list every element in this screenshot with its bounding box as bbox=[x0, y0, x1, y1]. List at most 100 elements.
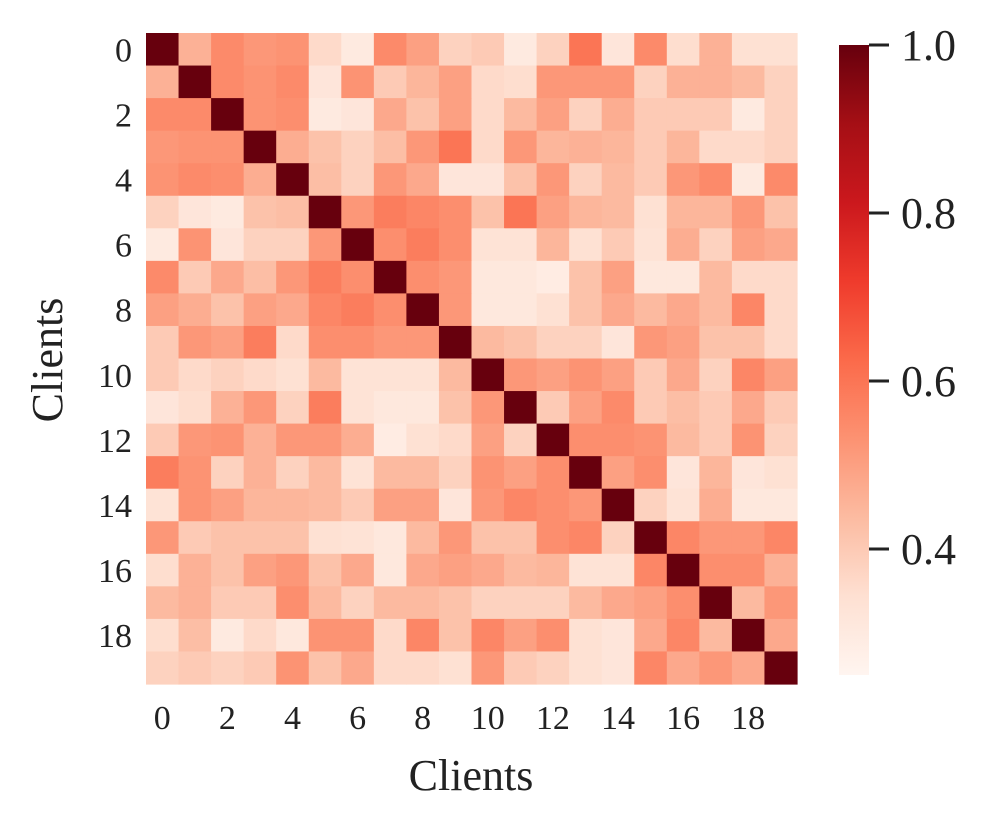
heatmap-cell-18-14 bbox=[601, 618, 635, 653]
heatmap-cell-11-15 bbox=[634, 391, 668, 425]
heatmap-cell-4-14 bbox=[601, 163, 635, 197]
heatmap-cell-15-4 bbox=[276, 521, 310, 555]
heatmap-cell-5-6 bbox=[341, 195, 375, 229]
heatmap-cell-1-16 bbox=[666, 65, 700, 99]
heatmap-cell-12-8 bbox=[406, 423, 440, 457]
heatmap-cell-11-2 bbox=[211, 391, 245, 425]
heatmap-cell-8-1 bbox=[178, 293, 212, 327]
heatmap-cell-14-14 bbox=[601, 488, 635, 522]
heatmap-cell-11-4 bbox=[276, 391, 310, 425]
heatmap-cell-14-6 bbox=[341, 488, 375, 522]
heatmap-cell-13-18 bbox=[731, 456, 766, 490]
heatmap-cell-10-12 bbox=[536, 358, 570, 392]
heatmap-cell-12-2 bbox=[211, 423, 245, 457]
heatmap-cell-0-7 bbox=[373, 33, 407, 67]
heatmap-cell-17-18 bbox=[731, 586, 766, 620]
heatmap-cell-14-15 bbox=[634, 488, 668, 522]
heatmap-cell-14-10 bbox=[471, 488, 505, 522]
heatmap-cell-17-13 bbox=[569, 586, 603, 620]
heatmap-cell-3-16 bbox=[666, 130, 700, 164]
heatmap-cell-9-18 bbox=[731, 325, 766, 360]
heatmap-cell-19-4 bbox=[276, 651, 310, 685]
heatmap-cell-0-15 bbox=[634, 33, 668, 67]
heatmap-cell-10-11 bbox=[504, 358, 538, 392]
heatmap-cell-3-8 bbox=[406, 130, 440, 164]
heatmap-cell-12-17 bbox=[699, 423, 733, 457]
colorbar-tick-label-0.8: 0.8 bbox=[901, 189, 956, 238]
heatmap-cell-1-4 bbox=[276, 65, 310, 99]
colorbar-tick-label-0.6: 0.6 bbox=[901, 357, 956, 406]
heatmap-cell-2-17 bbox=[699, 98, 733, 132]
heatmap-cell-2-2 bbox=[211, 98, 245, 132]
heatmap-cell-17-14 bbox=[601, 586, 635, 620]
heatmap-cell-13-15 bbox=[634, 456, 668, 490]
heatmap-cell-14-13 bbox=[569, 488, 603, 522]
heatmap-cell-1-19 bbox=[764, 65, 798, 99]
heatmap-cell-2-4 bbox=[276, 98, 310, 132]
heatmap-cell-18-10 bbox=[471, 618, 505, 653]
heatmap-cell-19-3 bbox=[243, 651, 277, 685]
heatmap-cell-14-12 bbox=[536, 488, 570, 522]
heatmap-cell-1-5 bbox=[308, 65, 342, 99]
heatmap-cell-5-16 bbox=[666, 195, 700, 229]
heatmap-cell-13-10 bbox=[471, 456, 505, 490]
heatmap-cell-7-12 bbox=[536, 260, 570, 294]
heatmap-cell-3-18 bbox=[731, 130, 766, 164]
heatmap-cell-9-16 bbox=[666, 325, 700, 360]
x-tick-label-4: 4 bbox=[284, 700, 301, 737]
heatmap-cell-1-9 bbox=[438, 65, 473, 99]
heatmap-cell-16-9 bbox=[438, 553, 473, 587]
heatmap-cell-16-7 bbox=[373, 553, 407, 587]
heatmap-cell-16-13 bbox=[569, 553, 603, 587]
heatmap-cell-0-2 bbox=[211, 33, 245, 67]
heatmap-cell-3-14 bbox=[601, 130, 635, 164]
heatmap-cell-1-6 bbox=[341, 65, 375, 99]
heatmap-cell-15-18 bbox=[731, 521, 766, 555]
heatmap-cell-17-3 bbox=[243, 586, 277, 620]
heatmap-cell-16-1 bbox=[178, 553, 212, 587]
x-tick-label-0: 0 bbox=[154, 700, 171, 737]
heatmap-cell-4-18 bbox=[731, 163, 766, 197]
heatmap-cell-13-16 bbox=[666, 456, 700, 490]
heatmap-cell-7-3 bbox=[243, 260, 277, 294]
x-axis-ticks: 0 2 4 6 8 10 12 14 16 18 bbox=[154, 700, 765, 737]
heatmap-cell-17-7 bbox=[373, 586, 407, 620]
heatmap-cell-1-15 bbox=[634, 65, 668, 99]
heatmap-cell-19-18 bbox=[731, 651, 766, 685]
y-tick-label-2: 2 bbox=[115, 97, 132, 134]
heatmap-cell-6-17 bbox=[699, 228, 733, 262]
heatmap-cell-5-17 bbox=[699, 195, 733, 229]
heatmap-cell-17-5 bbox=[308, 586, 342, 620]
heatmap-cell-15-15 bbox=[634, 521, 668, 555]
heatmap-cell-12-1 bbox=[178, 423, 212, 457]
heatmap-cell-0-6 bbox=[341, 33, 375, 67]
heatmap-cell-18-7 bbox=[373, 618, 407, 653]
heatmap-cell-14-1 bbox=[178, 488, 212, 522]
heatmap-cell-5-7 bbox=[373, 195, 407, 229]
heatmap-cell-9-8 bbox=[406, 325, 440, 360]
heatmap-cell-8-14 bbox=[601, 293, 635, 327]
y-axis-ticks: 0 2 4 6 8 10 12 14 16 18 bbox=[98, 32, 132, 655]
heatmap-cell-10-2 bbox=[211, 358, 245, 392]
heatmap-cell-10-7 bbox=[373, 358, 407, 392]
heatmap-cell-11-17 bbox=[699, 391, 733, 425]
heatmap-cell-5-1 bbox=[178, 195, 212, 229]
heatmap-cell-7-16 bbox=[666, 260, 700, 294]
heatmap-cell-8-15 bbox=[634, 293, 668, 327]
colorbar-tick-label-0.4: 0.4 bbox=[901, 525, 956, 574]
heatmap-cell-11-10 bbox=[471, 391, 505, 425]
heatmap-cell-11-9 bbox=[438, 391, 473, 425]
x-tick-label-10: 10 bbox=[471, 700, 505, 737]
heatmap-cell-1-10 bbox=[471, 65, 505, 99]
heatmap-cell-4-4 bbox=[276, 163, 310, 197]
heatmap-cell-18-1 bbox=[178, 618, 212, 653]
heatmap-cell-7-2 bbox=[211, 260, 245, 294]
heatmap-cell-13-8 bbox=[406, 456, 440, 490]
heatmap-cell-2-7 bbox=[373, 98, 407, 132]
heatmap-cell-8-0 bbox=[146, 293, 180, 327]
heatmap-cell-12-18 bbox=[731, 423, 766, 457]
heatmap-cell-4-9 bbox=[438, 163, 473, 197]
heatmap-cell-6-14 bbox=[601, 228, 635, 262]
heatmap-cell-12-4 bbox=[276, 423, 310, 457]
y-tick-label-16: 16 bbox=[98, 553, 132, 590]
